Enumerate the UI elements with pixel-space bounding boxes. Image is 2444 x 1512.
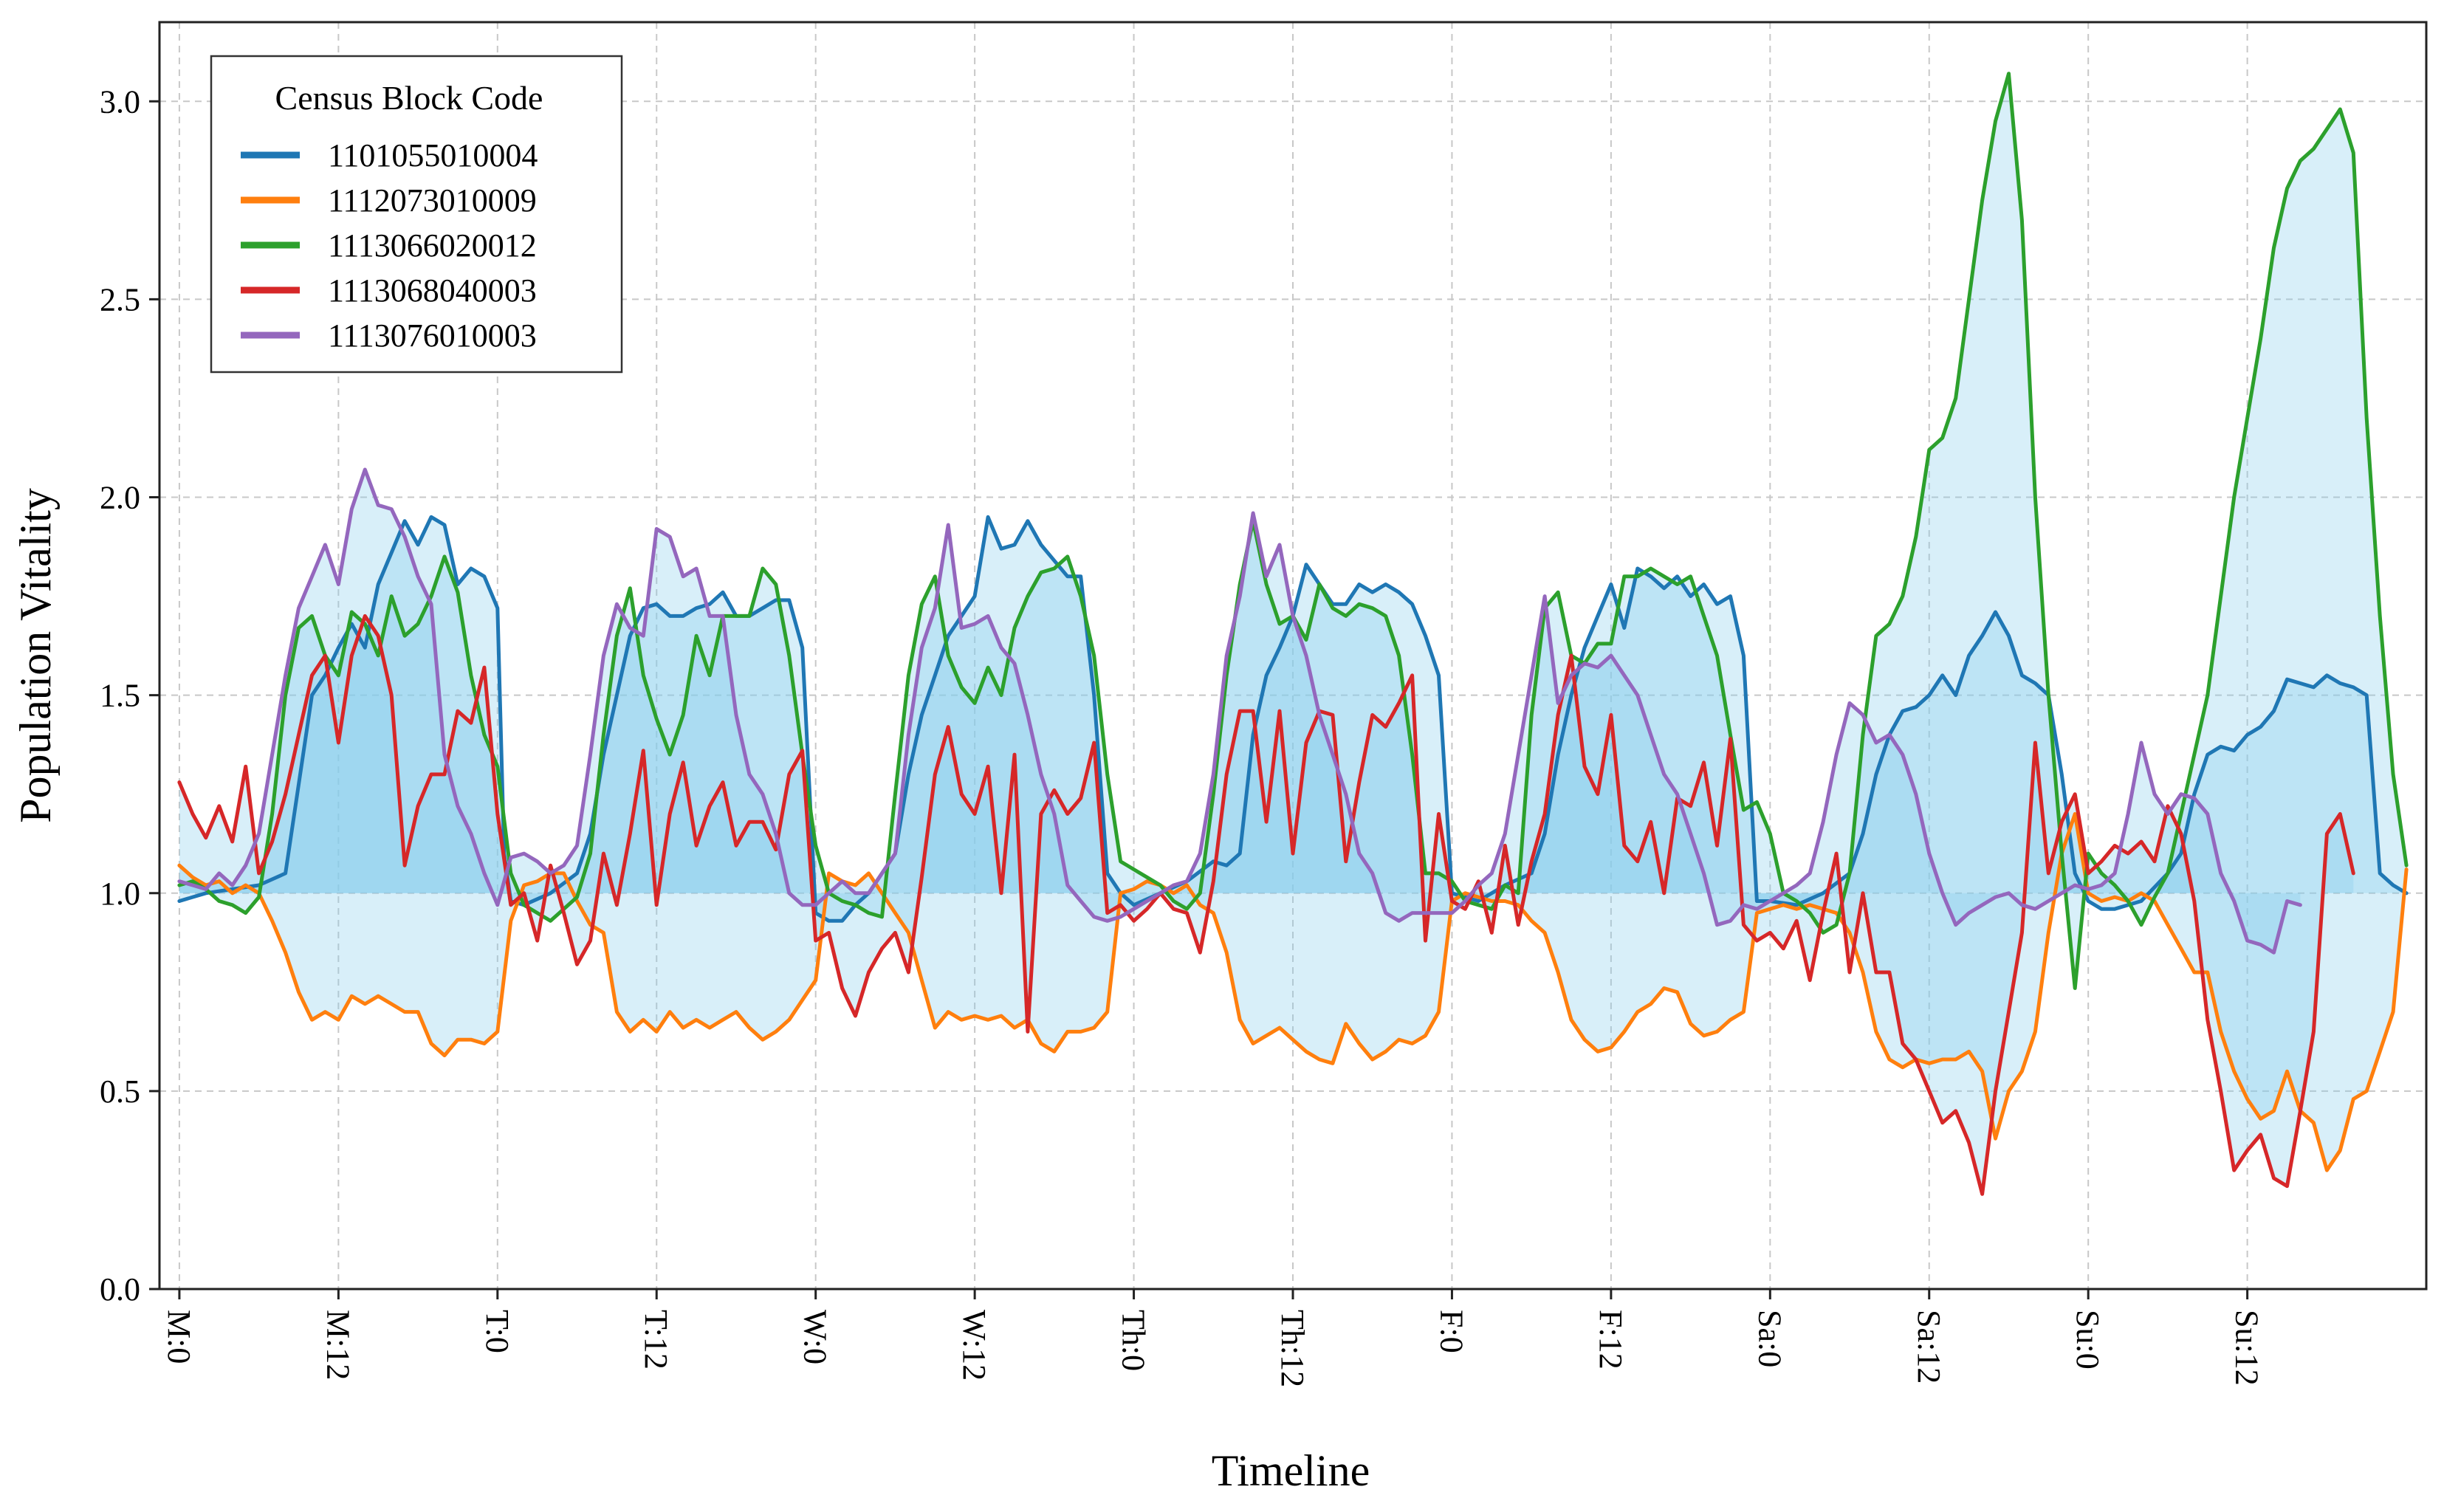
fill-area-1101055010004	[179, 517, 2407, 921]
x-tick-label: T:0	[479, 1310, 515, 1353]
series-line-1113068040003	[177, 614, 2355, 1196]
x-tick-label: F:12	[1593, 1310, 1629, 1370]
legend-entries: 1101055010004 1112073010009 1113066020012 1…	[241, 137, 538, 354]
series-lines	[177, 72, 2409, 1196]
y-tick-label: 3.0	[100, 83, 140, 120]
y-tick-label: 1.0	[100, 876, 140, 912]
x-tick-label: M:0	[161, 1310, 197, 1364]
x-tick-label: T:12	[638, 1310, 674, 1370]
y-axis-label: Population Vitality	[11, 488, 60, 823]
series-line-1113076010003	[177, 467, 2302, 955]
legend-label: 1113076010003	[328, 317, 537, 354]
grid	[159, 22, 2426, 1290]
x-tick-label: W:12	[956, 1310, 992, 1381]
x-axis-label: Timeline	[1212, 1446, 1370, 1495]
legend: Census Block Code 1101055010004 111207301…	[210, 55, 623, 374]
x-tick-label: Su:12	[2229, 1310, 2265, 1386]
axes: 0.0 0.5 1.0 1.5 2.0 2.5 3.0 M:0 M:12 T:0 T:12 W:0 W:…	[100, 83, 2265, 1387]
legend-label: 1112073010009	[328, 182, 537, 219]
legend-label: 1113066020012	[328, 227, 537, 264]
y-tick-label: 2.5	[100, 281, 140, 317]
legend-label: 1113068040003	[328, 272, 537, 309]
y-tick-label: 1.5	[100, 678, 140, 714]
x-tick-label: Th:0	[1116, 1310, 1152, 1371]
fill-area-1113068040003	[179, 616, 2354, 1195]
x-tick-label: Su:0	[2070, 1310, 2106, 1370]
y-tick-label: 0.0	[100, 1271, 140, 1307]
fill-area-1112073010009	[179, 814, 2407, 1171]
x-tick-label: Th:12	[1274, 1310, 1311, 1387]
x-tick-label: M:12	[320, 1310, 356, 1380]
legend-title: Census Block Code	[275, 79, 543, 117]
y-tick-label: 0.5	[100, 1073, 140, 1110]
fill-area-1113066020012	[179, 73, 2407, 989]
x-tick-label: Sa:12	[1911, 1310, 1947, 1384]
legend-label: 1101055010004	[328, 137, 538, 173]
y-tick-label: 2.0	[100, 480, 140, 516]
x-tick-label: W:0	[797, 1310, 834, 1364]
x-tick-label: Sa:0	[1751, 1310, 1788, 1367]
legend-box	[210, 55, 623, 374]
x-tick-label: F:0	[1433, 1310, 1469, 1353]
